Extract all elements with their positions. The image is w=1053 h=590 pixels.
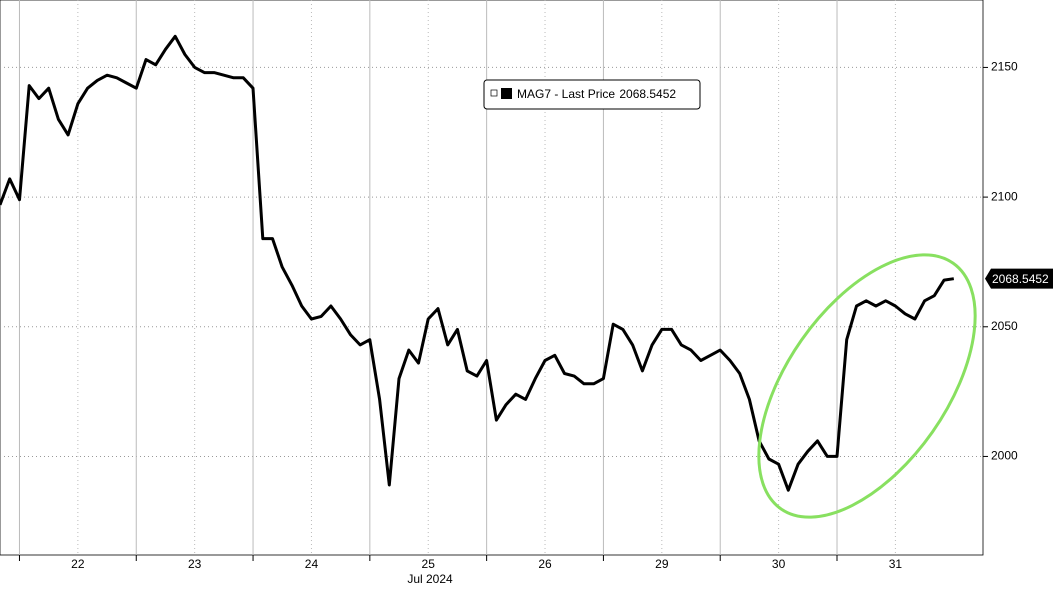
last-price-label: 2068.5452 bbox=[992, 272, 1049, 286]
x-axis-label: Jul 2024 bbox=[407, 572, 453, 586]
y-tick-label: 2050 bbox=[991, 319, 1018, 333]
x-tick-label: 31 bbox=[889, 557, 903, 571]
x-tick-label: 30 bbox=[772, 557, 786, 571]
x-tick-label: 29 bbox=[655, 557, 669, 571]
x-tick-label: 26 bbox=[538, 557, 552, 571]
legend-label: MAG7 - Last Price bbox=[517, 87, 615, 101]
y-tick-label: 2150 bbox=[991, 60, 1018, 74]
legend-box bbox=[483, 79, 701, 110]
x-tick-label: 23 bbox=[188, 557, 202, 571]
x-tick-label: 22 bbox=[71, 557, 85, 571]
legend-swatch bbox=[501, 88, 512, 99]
legend-expander bbox=[490, 89, 498, 97]
x-tick-label: 25 bbox=[422, 557, 436, 571]
y-tick-label: 2100 bbox=[991, 189, 1018, 203]
legend: MAG7 - Last Price 2068.5452 bbox=[483, 79, 701, 110]
marks bbox=[0, 34, 955, 492]
last-price-tag bbox=[985, 268, 1053, 289]
x-tick-label: 24 bbox=[305, 557, 319, 571]
price-line bbox=[0, 34, 955, 492]
legend-value: 2068.5452 bbox=[619, 87, 676, 101]
highlight-ellipse bbox=[757, 253, 977, 519]
y-tick-label: 2000 bbox=[991, 449, 1018, 463]
